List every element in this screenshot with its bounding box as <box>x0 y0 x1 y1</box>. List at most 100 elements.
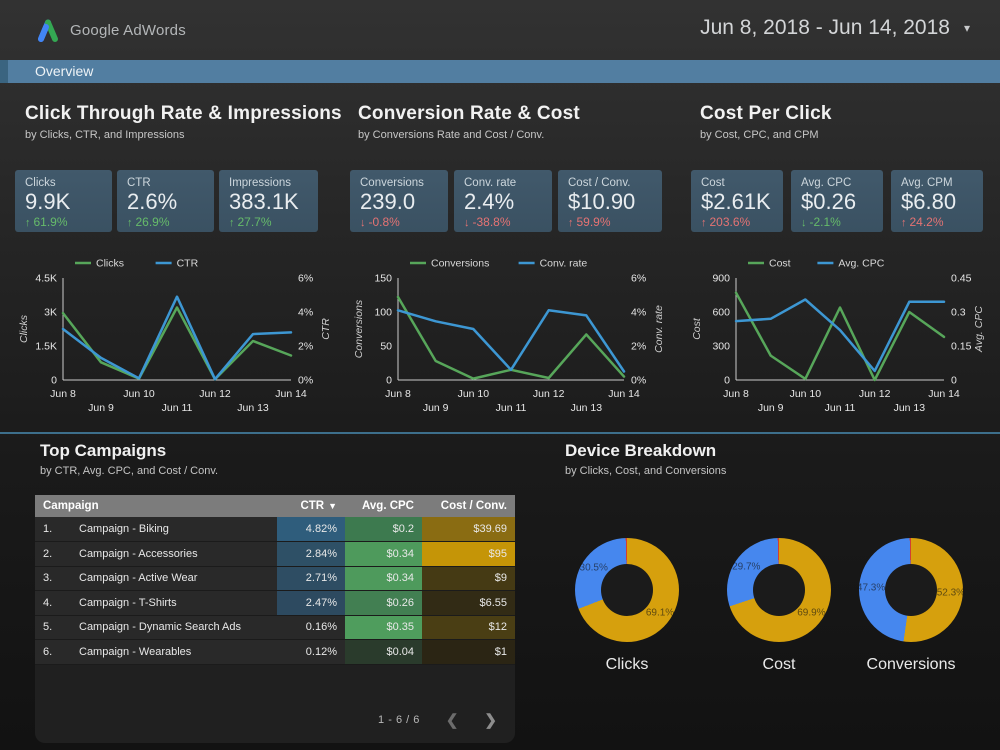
svg-text:Clicks: Clicks <box>18 314 30 343</box>
table-title: Top Campaigns <box>40 441 167 460</box>
svg-text:0: 0 <box>386 375 392 387</box>
svg-text:Jun 11: Jun 11 <box>496 402 527 414</box>
campaign-name: Campaign - Active Wear <box>71 566 277 591</box>
scorecard-impressions: Impressions 383.1K ↑ 27.7% <box>219 170 318 232</box>
arrow-down-icon: ↓ <box>360 217 366 229</box>
svg-text:Cost: Cost <box>691 317 703 340</box>
donut-caption-clicks: Clicks <box>605 656 649 673</box>
arrow-down-icon: ↓ <box>801 217 807 229</box>
section-subtitle: by Clicks, CTR, and Impressions <box>25 129 185 141</box>
scorecard-delta: ↓ -0.8% <box>360 215 400 229</box>
svg-text:0%: 0% <box>298 375 313 387</box>
adwords-logo: Google AdWords <box>35 17 186 43</box>
svg-text:Jun 10: Jun 10 <box>790 388 822 400</box>
donut-caption-conversions: Conversions <box>866 656 956 673</box>
scorecard-delta: ↑ 59.9% <box>568 215 611 229</box>
table-header-row: Campaign CTR ▼ Avg. CPC Cost / Conv. <box>35 495 515 517</box>
section-title-ctr-impressions: Click Through Rate & Impressions by Clic… <box>25 103 342 141</box>
device-breakdown-header: Device Breakdown by Clicks, Cost, and Co… <box>565 441 726 477</box>
scorecard-cost: Cost $2.61K ↑ 203.6% <box>691 170 783 232</box>
svg-text:0.15: 0.15 <box>951 341 972 353</box>
device-breakdown-subtitle: by Clicks, Cost, and Conversions <box>565 465 727 477</box>
app-header: Google AdWords Jun 8, 2018 - Jun 14, 201… <box>0 0 1000 60</box>
svg-text:3K: 3K <box>44 307 57 319</box>
pagination-prev-icon[interactable]: ❮ <box>445 712 459 729</box>
donut-chart-clicks[interactable]: 69.1% 30.5% <box>575 538 679 642</box>
arrow-up-icon: ↑ <box>701 217 707 229</box>
table-subtitle: by CTR, Avg. CPC, and Cost / Conv. <box>40 465 219 477</box>
svg-text:Jun 12: Jun 12 <box>859 388 891 400</box>
line-chart-clicks-ctr[interactable]: Clicks CTR 0 0% 1.5K 2% 3K 4% 4.5K 6% Jun 8 Jun 9 Ju… <box>15 252 335 429</box>
scorecard-delta: ↓ -38.8% <box>464 215 511 229</box>
donut-chart-conversions[interactable]: 52.3% 47.3% <box>857 538 965 642</box>
scorecards-ctr-impressions: Clicks 9.9K ↑ 61.9% CTR 2.6% ↑ 26.9% Impre… <box>15 170 318 232</box>
svg-text:Jun 14: Jun 14 <box>928 388 960 400</box>
section-title-cpc: Cost Per Click by Cost, CPC, and CPM <box>700 103 832 141</box>
svg-text:Jun 14: Jun 14 <box>275 388 307 400</box>
donut-slice-label: 69.1% <box>645 607 675 619</box>
campaign-name: Campaign - T-Shirts <box>71 590 277 616</box>
svg-text:150: 150 <box>374 273 392 285</box>
svg-text:Jun 9: Jun 9 <box>423 402 449 414</box>
svg-text:CTR: CTR <box>177 258 199 270</box>
section-title: Click Through Rate & Impressions <box>25 103 342 124</box>
tab-bar-edge <box>0 60 8 83</box>
svg-text:Conversions: Conversions <box>353 299 365 358</box>
date-range-picker[interactable]: Jun 8, 2018 - Jun 14, 2018 ▾ <box>700 16 970 40</box>
scorecard-value: $2.61K <box>701 189 771 214</box>
scorecard-clicks: Clicks 9.9K ↑ 61.9% <box>15 170 112 232</box>
arrow-up-icon: ↑ <box>568 217 574 229</box>
svg-text:Jun 11: Jun 11 <box>162 402 193 414</box>
column-avg-cpc[interactable]: Avg. CPC <box>345 495 422 517</box>
svg-text:0%: 0% <box>631 375 646 387</box>
donut-chart-cost[interactable]: 69.9% 29.7% <box>727 538 831 642</box>
svg-text:6%: 6% <box>298 273 313 285</box>
pagination-next-icon[interactable]: ❯ <box>484 712 497 729</box>
scorecard-delta: ↑ 26.9% <box>127 215 170 229</box>
scorecard-avg-cpc: Avg. CPC $0.26 ↓ -2.1% <box>791 170 883 232</box>
svg-text:6%: 6% <box>631 273 646 285</box>
column-cost-conv[interactable]: Cost / Conv. <box>422 495 515 517</box>
svg-text:CTR: CTR <box>320 318 332 340</box>
campaign-name: Campaign - Biking <box>71 517 277 542</box>
table-row: 1. Campaign - Biking 4.82% $0.2 $39.69 <box>35 517 515 542</box>
arrow-down-icon: ↓ <box>464 217 470 229</box>
donut-hole <box>753 564 805 616</box>
adwords-a-icon <box>38 19 58 42</box>
column-campaign[interactable]: Campaign <box>35 495 277 517</box>
scorecard-label: Conv. rate <box>464 177 517 189</box>
svg-text:Clicks: Clicks <box>96 258 124 270</box>
scorecard-delta: ↑ 27.7% <box>229 215 272 229</box>
chevron-down-icon: ▾ <box>963 21 970 35</box>
line-chart-cost-cpc[interactable]: Cost Avg. CPC 0 0 300 0.15 600 0.3 900 0.45 Jun 8 J… <box>688 252 988 429</box>
top-campaigns-header: Top Campaigns by CTR, Avg. CPC, and Cost… <box>40 441 218 477</box>
svg-text:300: 300 <box>712 341 730 353</box>
table-row: 4. Campaign - T-Shirts 2.47% $0.26 $6.55 <box>35 590 515 616</box>
svg-text:0: 0 <box>724 375 730 387</box>
sort-desc-icon: ▼ <box>328 501 337 511</box>
svg-text:100: 100 <box>374 307 392 319</box>
scorecard-value: $10.90 <box>568 189 636 214</box>
scorecard-conv-rate: Conv. rate 2.4% ↓ -38.8% <box>454 170 552 232</box>
campaign-name: Campaign - Wearables <box>71 639 277 665</box>
page-tab-bar: Overview <box>0 60 1000 83</box>
brand-name: Google AdWords <box>70 21 186 39</box>
scorecard-label: Conversions <box>360 177 424 189</box>
column-ctr-sort[interactable]: CTR ▼ <box>277 495 345 517</box>
table-pagination: 1 - 6 / 6 ❮ ❯ <box>378 711 497 729</box>
tab-overview[interactable]: Overview <box>35 63 94 79</box>
svg-text:Jun 10: Jun 10 <box>123 388 155 400</box>
svg-text:0: 0 <box>951 375 957 387</box>
table-row: 3. Campaign - Active Wear 2.71% $0.34 $9 <box>35 566 515 591</box>
scorecard-label: Avg. CPC <box>801 177 852 189</box>
scorecards-cpc: Cost $2.61K ↑ 203.6% Avg. CPC $0.26 ↓ -2.1… <box>691 170 983 232</box>
scorecard-label: Cost <box>701 177 725 189</box>
svg-text:Conv. rate: Conv. rate <box>653 305 665 353</box>
svg-text:600: 600 <box>712 307 730 319</box>
svg-text:Jun 14: Jun 14 <box>608 388 640 400</box>
svg-text:Jun 13: Jun 13 <box>894 402 926 414</box>
scorecard-value: 239.0 <box>360 189 416 214</box>
scorecard-value: 383.1K <box>229 189 299 214</box>
line-chart-conversions-rate[interactable]: Conversions Conv. rate 0 0% 50 2% 100 4% 150 6% Ju… <box>350 252 668 429</box>
svg-text:Jun 12: Jun 12 <box>199 388 231 400</box>
